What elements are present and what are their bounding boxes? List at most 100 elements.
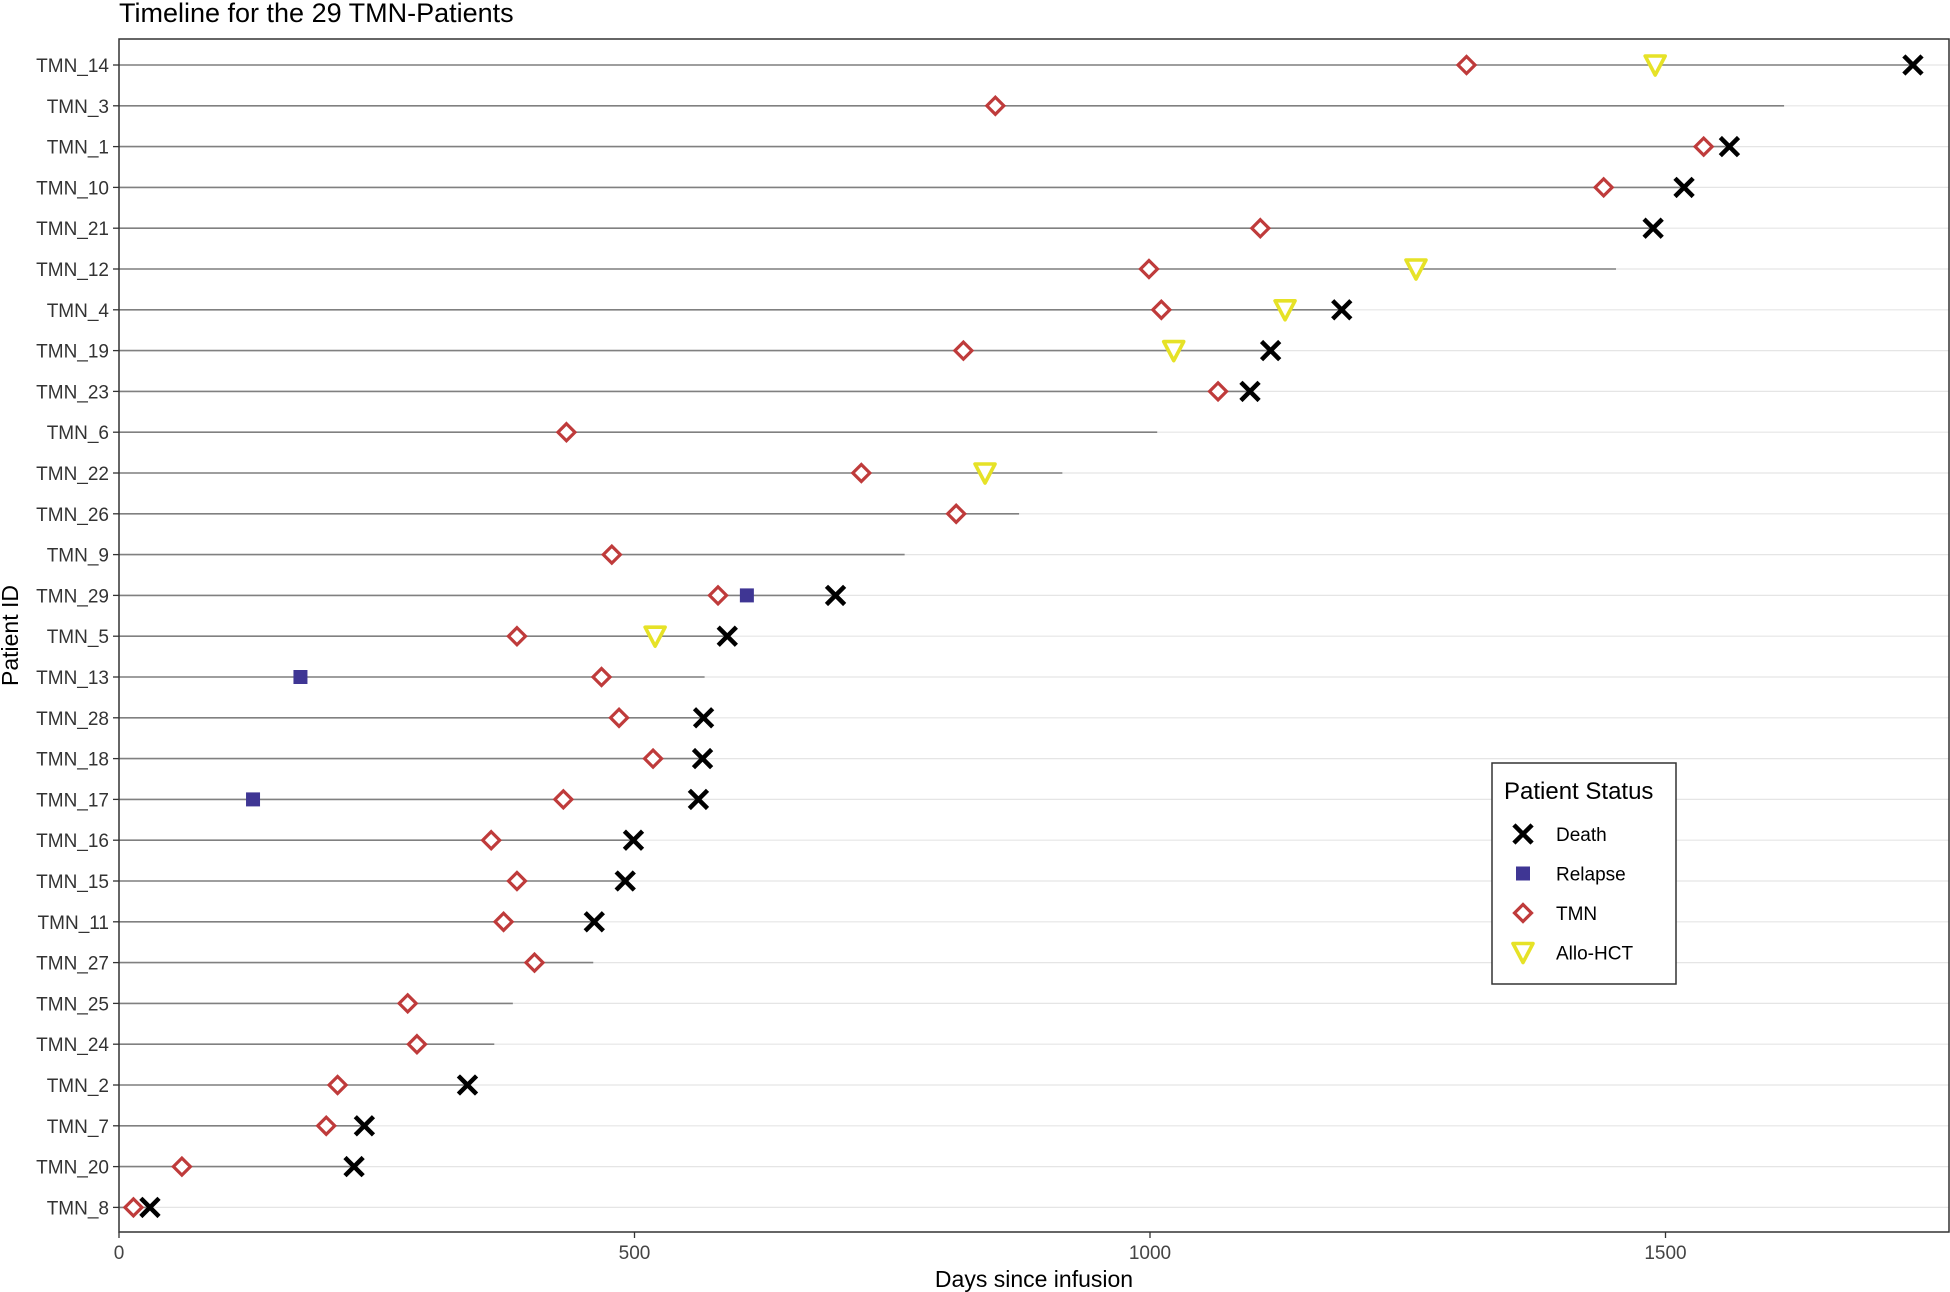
relapse-marker bbox=[739, 588, 754, 603]
y-tick-label: TMN_7 bbox=[47, 1117, 109, 1138]
legend-label-allo: Allo-HCT bbox=[1556, 944, 1633, 965]
panel-border bbox=[118, 38, 1950, 1233]
tmn-marker bbox=[480, 829, 502, 851]
y-tick-label: TMN_25 bbox=[36, 994, 109, 1015]
death-marker bbox=[716, 625, 738, 647]
y-tick-label: TMN_8 bbox=[47, 1198, 109, 1219]
y-tick-label: TMN_26 bbox=[36, 505, 109, 526]
relapse-marker bbox=[293, 670, 308, 684]
y-tick-label: TMN_21 bbox=[36, 219, 109, 240]
tmn-marker bbox=[984, 95, 1007, 117]
death-marker bbox=[687, 788, 710, 811]
tmn-marker bbox=[1249, 217, 1272, 239]
y-tick-label: TMN_4 bbox=[47, 301, 110, 322]
death-marker bbox=[1239, 380, 1261, 403]
y-tick-label: TMN_10 bbox=[36, 178, 109, 199]
allo-marker bbox=[973, 462, 997, 485]
tmn-marker bbox=[642, 747, 664, 770]
relapse-marker bbox=[246, 792, 261, 807]
tmn-marker bbox=[506, 870, 528, 892]
tmn-marker bbox=[707, 584, 729, 607]
y-tick-label: TMN_15 bbox=[36, 872, 109, 893]
legend-tmn-icon bbox=[1512, 902, 1534, 924]
tmn-marker bbox=[122, 1196, 145, 1219]
death-marker bbox=[692, 707, 715, 729]
x-axis-title: Days since infusion bbox=[935, 1266, 1133, 1292]
tmn-marker bbox=[1207, 380, 1229, 403]
death-marker bbox=[622, 829, 645, 851]
tmn-marker bbox=[590, 666, 613, 688]
tmn-marker bbox=[1692, 135, 1715, 158]
y-tick-label: TMN_29 bbox=[36, 586, 109, 607]
death-marker bbox=[824, 584, 847, 607]
y-tick-label: TMN_18 bbox=[36, 750, 109, 771]
death-marker bbox=[1259, 339, 1282, 362]
y-tick-label: TMN_22 bbox=[36, 464, 109, 485]
tmn-marker bbox=[601, 543, 623, 566]
tmn-marker bbox=[608, 707, 630, 729]
y-tick-label: TMN_1 bbox=[47, 138, 109, 159]
y-tick-label: TMN_24 bbox=[36, 1035, 109, 1056]
y-tick-label: TMN_28 bbox=[36, 709, 109, 730]
tmn-marker bbox=[1138, 258, 1160, 280]
death-marker bbox=[353, 1115, 376, 1137]
tmn-marker bbox=[1150, 299, 1173, 321]
y-tick-label: TMN_12 bbox=[36, 260, 109, 281]
y-tick-label: TMN_2 bbox=[47, 1076, 109, 1097]
death-marker bbox=[1642, 217, 1664, 239]
allo-marker bbox=[1161, 339, 1186, 363]
x-tick-label: 1000 bbox=[1129, 1243, 1171, 1264]
y-tick-label: TMN_13 bbox=[36, 668, 109, 689]
y-axis: TMN_14 TMN_3 TMN_1 TMN_10 TMN_21 TMN_12 TMN_4 T… bbox=[36, 56, 119, 1219]
tmn-marker bbox=[523, 951, 546, 974]
allo-marker bbox=[1404, 258, 1428, 281]
tmn-marker bbox=[1592, 176, 1615, 199]
y-tick-label: TMN_17 bbox=[36, 790, 109, 811]
y-tick-label: TMN_6 bbox=[47, 423, 109, 444]
death-marker bbox=[456, 1074, 479, 1096]
y-tick-label: TMN_19 bbox=[36, 342, 109, 363]
tmn-marker bbox=[406, 1033, 428, 1055]
x-tick-label: 1500 bbox=[1644, 1243, 1686, 1264]
tmn-marker bbox=[315, 1115, 337, 1137]
death-marker bbox=[1673, 176, 1695, 199]
death-marker bbox=[1902, 54, 1924, 76]
legend-title: Patient Status bbox=[1504, 778, 1653, 805]
death-marker bbox=[1331, 299, 1353, 321]
death-marker bbox=[583, 911, 605, 933]
x-tick-label: 500 bbox=[619, 1243, 651, 1264]
y-tick-label: TMN_14 bbox=[36, 56, 109, 77]
legend-allo-icon bbox=[1511, 941, 1535, 965]
y-tick-label: TMN_3 bbox=[47, 97, 109, 118]
death-marker bbox=[1718, 135, 1741, 158]
legend-label-tmn: TMN bbox=[1556, 904, 1597, 925]
y-tick-label: TMN_11 bbox=[38, 913, 109, 934]
allo-marker bbox=[643, 625, 667, 648]
tmn-marker bbox=[952, 339, 975, 362]
legend-label-relapse: Relapse bbox=[1556, 865, 1626, 886]
tmn-marker bbox=[945, 503, 967, 525]
x-tick-label: 0 bbox=[114, 1243, 125, 1264]
y-tick-label: TMN_20 bbox=[36, 1158, 109, 1179]
tmn-marker bbox=[850, 462, 873, 484]
tmn-marker bbox=[396, 992, 419, 1015]
death-marker bbox=[691, 747, 714, 770]
legend-label-death: Death bbox=[1556, 825, 1607, 846]
y-tick-label: TMN_23 bbox=[36, 382, 109, 403]
death-marker bbox=[139, 1196, 161, 1219]
y-axis-title: Patient ID bbox=[0, 585, 23, 686]
death-marker bbox=[614, 870, 636, 892]
tmn-marker bbox=[492, 911, 515, 933]
tmn-marker bbox=[552, 788, 575, 811]
death-marker bbox=[343, 1155, 365, 1178]
y-tick-label: TMN_9 bbox=[47, 546, 109, 567]
tmn-marker bbox=[1455, 54, 1478, 76]
x-axis: 0 500 1000 1500 bbox=[114, 1232, 1687, 1264]
tmn-marker bbox=[326, 1074, 349, 1096]
allo-marker bbox=[1643, 54, 1667, 77]
tmn-marker bbox=[171, 1155, 193, 1178]
tmn-marker bbox=[506, 625, 528, 647]
legend: Patient Status Death Relapse TMN Allo-HCT bbox=[1491, 762, 1677, 985]
chart-title: Timeline for the 29 TMN-Patients bbox=[119, 0, 514, 28]
